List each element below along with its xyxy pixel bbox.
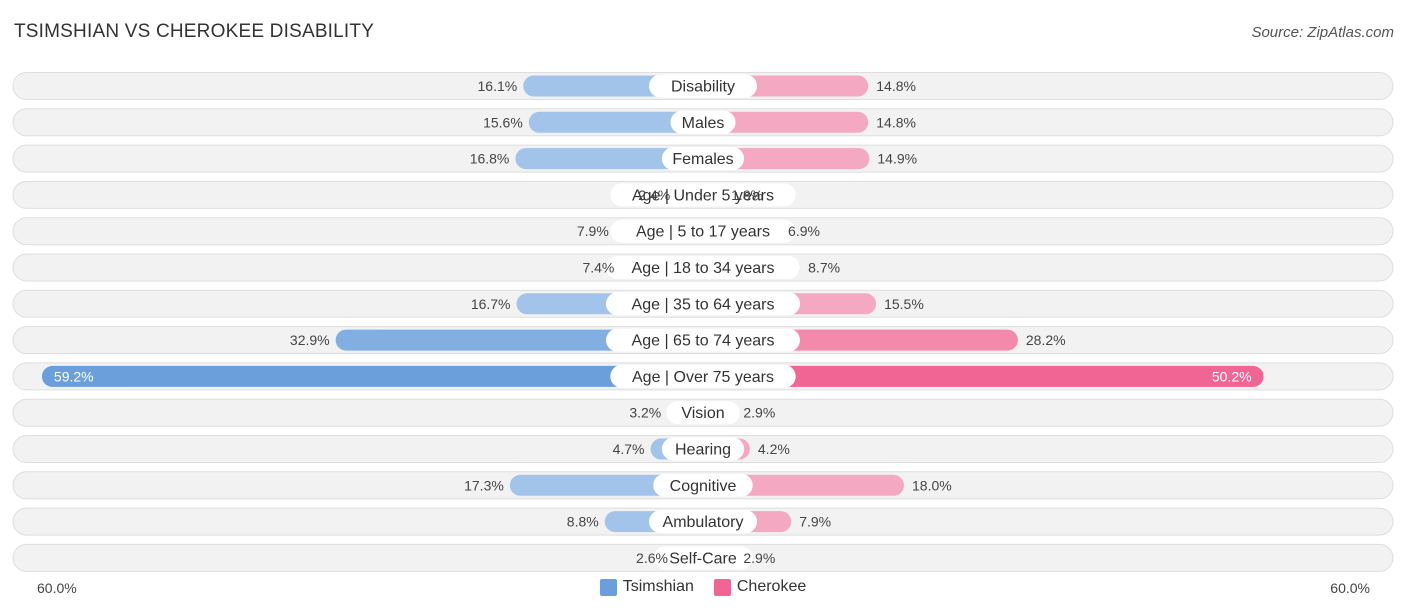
legend-item-cherokee[interactable]: Cherokee (713, 578, 807, 596)
value-label-cherokee-age-18-to-34-years: 8.7% (808, 260, 840, 276)
value-label-tsimshian-age-5-to-17-years: 7.9% (577, 223, 609, 239)
axis-label-left: 60.0% (37, 580, 77, 596)
value-label-tsimshian-males: 15.6% (483, 114, 523, 130)
category-pill-hearing (661, 437, 745, 461)
source-label: Source: ZipAtlas.com (1251, 24, 1394, 41)
value-label-tsimshian-age-18-to-34-years: 7.4% (582, 260, 614, 276)
chart-title: TSIMSHIAN VS CHEROKEE DISABILITY (14, 21, 375, 42)
category-label-vision: Vision (681, 405, 724, 422)
category-pill-age-over-75-years (610, 364, 796, 388)
legend: Tsimshian Cherokee (0, 578, 1406, 596)
category-label-age-over-75-years: Age | Over 75 years (632, 369, 774, 386)
value-label-cherokee-age-35-to-64-years: 15.5% (884, 296, 924, 312)
row-age-18-to-34-years: Age | 18 to 34 years 7.4% 8.7% (12, 253, 1394, 282)
row-hearing: Hearing 4.7% 4.2% (12, 435, 1394, 463)
category-label-age-65-to-74-years: Age | 65 to 74 years (632, 333, 775, 350)
value-label-cherokee-hearing: 4.2% (758, 441, 790, 457)
category-pill-males (670, 110, 736, 134)
category-pill-cognitive (653, 473, 753, 497)
row-age-over-75-years: Age | Over 75 years 59.2% 50.2% (12, 362, 1394, 391)
category-pill-age-18-to-34-years (606, 256, 800, 279)
value-label-tsimshian-self-care: 2.6% (636, 550, 668, 566)
value-label-tsimshian-hearing: 4.7% (613, 441, 645, 457)
row-age-65-to-74-years: Age | 65 to 74 years 32.9% 28.2% (12, 326, 1394, 355)
legend-item-tsimshian[interactable]: Tsimshian (599, 578, 694, 596)
bar-cherokee-age-over-75-years (703, 365, 1264, 387)
category-label-males: Males (682, 115, 725, 132)
category-label-hearing: Hearing (675, 442, 731, 459)
row-males: Males 15.6% 14.8% (12, 108, 1394, 137)
bar-tsimshian-age-over-75-years (41, 365, 703, 387)
legend-swatch-tsimshian (599, 578, 617, 596)
category-pill-females (661, 147, 745, 171)
category-pill-age-under-5-years (610, 183, 796, 207)
value-label-cherokee-age-65-to-74-years: 28.2% (1026, 332, 1066, 348)
value-label-cherokee-males: 14.8% (876, 114, 916, 130)
value-label-cherokee-disability: 14.8% (876, 78, 916, 94)
value-label-cherokee-vision: 2.9% (743, 405, 775, 421)
value-label-tsimshian-age-over-75-years: 59.2% (54, 368, 94, 384)
axis-label-right: 60.0% (1330, 580, 1370, 596)
legend-label-cherokee: Cherokee (736, 578, 807, 595)
category-label-self-care: Self-Care (669, 550, 737, 567)
category-label-ambulatory: Ambulatory (663, 514, 744, 531)
bar-cherokee-males (703, 111, 869, 133)
category-pill-age-35-to-64-years (606, 292, 800, 316)
row-vision: Vision 3.2% 2.9% (12, 398, 1394, 427)
value-label-cherokee-ambulatory: 7.9% (799, 514, 831, 530)
category-label-females: Females (672, 151, 733, 168)
value-label-tsimshian-disability: 16.1% (478, 78, 518, 94)
category-pill-age-5-to-17-years (610, 219, 796, 243)
category-pill-age-65-to-74-years (606, 328, 800, 352)
row-disability: Disability 16.1% 14.8% (12, 72, 1394, 100)
row-females: Females 16.8% 14.9% (12, 144, 1394, 173)
value-label-tsimshian-age-35-to-64-years: 16.7% (471, 296, 511, 312)
category-pill-vision (666, 401, 740, 425)
row-age-35-to-64-years: Age | 35 to 64 years 16.7% 15.5% (12, 289, 1394, 318)
category-label-disability: Disability (671, 79, 735, 96)
value-label-cherokee-females: 14.9% (877, 151, 917, 167)
value-label-tsimshian-cognitive: 17.3% (464, 477, 504, 493)
value-label-tsimshian-age-65-to-74-years: 32.9% (290, 332, 330, 348)
category-label-age-35-to-64-years: Age | 35 to 64 years (632, 296, 775, 313)
row-age-5-to-17-years: Age | 5 to 17 years 7.9% 6.9% (12, 217, 1394, 246)
value-label-cherokee-cognitive: 18.0% (912, 477, 952, 493)
value-label-cherokee-age-5-to-17-years: 6.9% (788, 223, 820, 239)
legend-label-tsimshian: Tsimshian (622, 578, 694, 595)
value-label-cherokee-self-care: 2.9% (743, 550, 775, 566)
category-pill-disability (649, 74, 757, 98)
value-label-cherokee-age-over-75-years: 50.2% (1212, 368, 1252, 384)
value-label-tsimshian-females: 16.8% (470, 151, 510, 167)
category-pill-self-care (653, 546, 753, 570)
category-label-age-18-to-34-years: Age | 18 to 34 years (632, 260, 775, 277)
category-label-age-5-to-17-years: Age | 5 to 17 years (636, 224, 770, 241)
value-label-cherokee-age-under-5-years: 1.8% (731, 187, 763, 203)
legend-swatch-cherokee (713, 578, 731, 596)
category-label-age-under-5-years: Age | Under 5 years (632, 187, 774, 204)
value-label-tsimshian-ambulatory: 8.8% (567, 514, 599, 530)
category-pill-ambulatory (649, 510, 757, 534)
value-label-tsimshian-age-under-5-years: 2.4% (638, 187, 670, 203)
row-cognitive: Cognitive 17.3% 18.0% (12, 471, 1394, 500)
row-ambulatory: Ambulatory 8.8% 7.9% (12, 507, 1394, 536)
value-label-tsimshian-vision: 3.2% (629, 405, 661, 421)
category-label-cognitive: Cognitive (670, 478, 737, 495)
bar-tsimshian-males (528, 111, 703, 133)
bar-cherokee-females (703, 148, 870, 170)
bar-cherokee-cognitive (703, 474, 904, 496)
bar-tsimshian-females (515, 148, 703, 170)
